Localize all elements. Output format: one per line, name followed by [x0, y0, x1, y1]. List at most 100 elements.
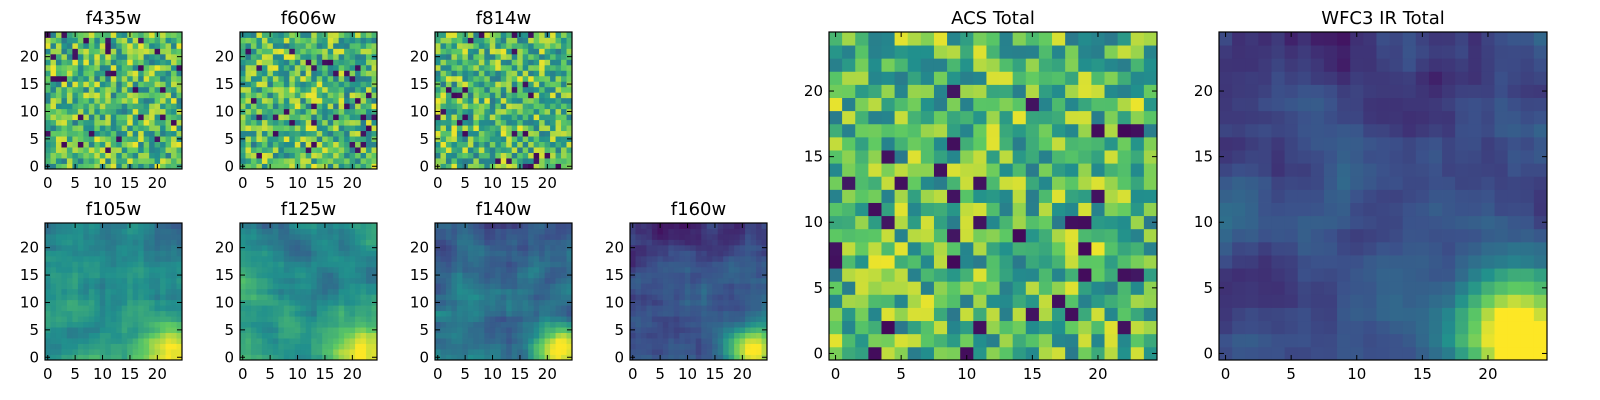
heatmap-cell [473, 272, 480, 279]
heatmap-cell [456, 92, 463, 99]
heatmap-cell [473, 92, 480, 99]
heatmap-cell [132, 158, 139, 164]
heatmap-cell [116, 119, 123, 126]
heatmap-cell [1012, 163, 1027, 177]
x-tick-label: 5 [265, 174, 275, 192]
heatmap-cell [522, 42, 529, 49]
heatmap-cell [311, 114, 318, 121]
heatmap-cell [256, 354, 263, 361]
heatmap-cell [289, 136, 296, 142]
heatmap-cell [250, 92, 257, 99]
x-tick-label: 10 [93, 174, 112, 192]
heatmap-cell [72, 64, 79, 71]
heatmap-cell [132, 338, 139, 344]
heatmap-cell [338, 223, 345, 229]
heatmap-cell [829, 333, 843, 348]
heatmap-cell [495, 321, 502, 328]
heatmap-cell [673, 239, 680, 246]
heatmap-cell [1012, 176, 1027, 190]
heatmap-cell [349, 86, 356, 93]
y-tick-label: 15 [20, 75, 39, 93]
heatmap-cell [761, 316, 768, 323]
heatmap-cell [1065, 202, 1079, 217]
heatmap-cell [1065, 307, 1079, 322]
heatmap-cell [561, 294, 567, 301]
heatmap-cell [355, 119, 361, 126]
heatmap-cell [283, 152, 290, 159]
heatmap-cell [61, 310, 68, 317]
heatmap-cell [316, 266, 323, 273]
heatmap-cell [999, 228, 1014, 243]
heatmap-cell [706, 277, 713, 284]
heatmap-cell [728, 343, 735, 350]
heatmap-cell [544, 130, 551, 137]
heatmap-cell [544, 305, 551, 312]
heatmap-cell [349, 92, 356, 99]
heatmap-cell [283, 136, 290, 142]
heatmap-cell [550, 332, 556, 339]
heatmap-cell [517, 349, 524, 355]
heatmap-cell [522, 239, 529, 246]
heatmap-cell [267, 97, 274, 104]
heatmap-cell [734, 310, 740, 317]
heatmap-cell [511, 255, 518, 262]
heatmap-cell [550, 163, 556, 170]
heatmap-cell [127, 42, 134, 49]
heatmap-cell [132, 277, 139, 284]
heatmap-cell [171, 327, 177, 333]
heatmap-cell [467, 37, 474, 44]
heatmap-cell [500, 223, 507, 229]
heatmap-cell [1025, 176, 1040, 190]
heatmap-cell [245, 141, 252, 148]
heatmap-cell [657, 255, 664, 262]
heatmap-cell [127, 92, 134, 99]
heatmap-cell [289, 103, 296, 110]
heatmap-cell [143, 163, 150, 170]
heatmap-cell [316, 119, 323, 126]
heatmap-cell [651, 288, 658, 295]
heatmap-cell [868, 163, 882, 177]
heatmap-cell [728, 255, 735, 262]
heatmap-cell [311, 81, 318, 88]
heatmap-cell [539, 53, 545, 60]
heatmap-cell [316, 136, 323, 142]
heatmap-cell [72, 48, 79, 55]
heatmap-cell [165, 53, 172, 60]
heatmap-cell [550, 233, 556, 240]
heatmap-cell [66, 125, 73, 132]
heatmap-cell [1052, 215, 1066, 230]
heatmap-cell [116, 42, 123, 49]
heatmap-cell [165, 294, 172, 301]
heatmap-cell [566, 152, 573, 159]
heatmap-cell [94, 141, 101, 148]
heatmap-cell [544, 42, 551, 49]
heatmap-cell [138, 42, 145, 49]
heatmap-cell [94, 272, 101, 279]
heatmap-cell [143, 266, 150, 273]
heatmap-cell [467, 233, 474, 240]
heatmap-cell [371, 321, 378, 328]
heatmap-cell [1143, 346, 1158, 361]
heatmap-cell [366, 349, 372, 355]
heatmap-cell [55, 75, 62, 82]
heatmap-cell [1038, 228, 1053, 243]
heatmap-cell [316, 305, 323, 312]
heatmap-cells-f160w [630, 223, 768, 361]
heatmap-cell [662, 228, 669, 235]
heatmap-cell [489, 266, 496, 273]
heatmap-cell [739, 343, 746, 350]
heatmap-cell [920, 163, 935, 177]
heatmap-cell [355, 266, 361, 273]
x-tick-label: 15 [510, 365, 529, 383]
heatmap-cell [484, 70, 491, 77]
heatmap-cell [127, 305, 134, 312]
heatmap-cell [555, 125, 562, 132]
heatmap-cell [630, 343, 636, 350]
heatmap-cell [110, 81, 117, 88]
heatmap-cell [55, 103, 62, 110]
heatmap-cell [533, 305, 540, 312]
heatmap-cell [1078, 333, 1092, 348]
heatmap-cell [94, 288, 101, 295]
heatmap-cell [289, 332, 296, 339]
heatmap-cells-f606w [240, 32, 378, 170]
